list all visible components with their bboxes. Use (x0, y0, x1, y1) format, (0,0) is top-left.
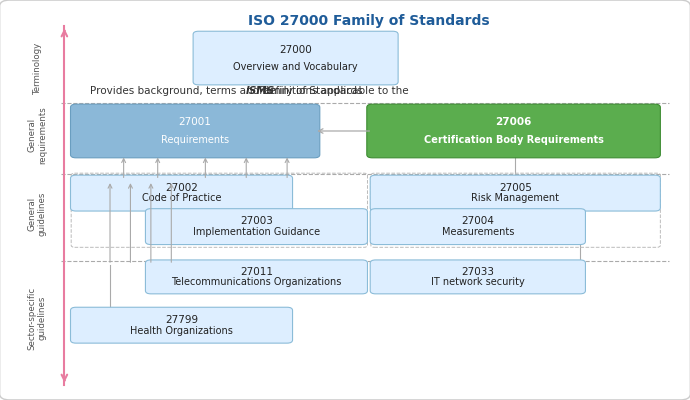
Text: Requirements: Requirements (161, 134, 229, 144)
Text: Code of Practice: Code of Practice (141, 194, 221, 204)
Text: Terminology: Terminology (32, 42, 41, 94)
Text: Overview and Vocabulary: Overview and Vocabulary (233, 62, 358, 72)
Text: Family of Standards: Family of Standards (255, 86, 362, 96)
Text: Provides background, terms and definitions applicable to the: Provides background, terms and definitio… (90, 86, 411, 96)
FancyBboxPatch shape (371, 175, 660, 211)
FancyBboxPatch shape (70, 104, 319, 158)
Text: 27004: 27004 (462, 216, 494, 226)
FancyBboxPatch shape (146, 209, 368, 244)
Text: Certification Body Requirements: Certification Body Requirements (424, 134, 604, 144)
Text: Implementation Guidance: Implementation Guidance (193, 227, 320, 237)
Text: 27000: 27000 (279, 44, 312, 54)
Text: ISMS: ISMS (246, 86, 275, 96)
Text: 27002: 27002 (165, 183, 198, 193)
FancyBboxPatch shape (367, 104, 660, 158)
Text: General
requirements: General requirements (28, 106, 47, 164)
FancyBboxPatch shape (193, 31, 398, 85)
Text: Measurements: Measurements (442, 227, 514, 237)
FancyBboxPatch shape (146, 260, 368, 294)
Text: 27799: 27799 (165, 315, 198, 325)
Text: 27011: 27011 (240, 267, 273, 277)
Text: ISO 27000 Family of Standards: ISO 27000 Family of Standards (248, 14, 490, 28)
Text: Telecommunications Organizations: Telecommunications Organizations (171, 277, 342, 287)
Text: Risk Management: Risk Management (471, 194, 560, 204)
Text: 27001: 27001 (179, 118, 212, 128)
Text: 27033: 27033 (462, 267, 494, 277)
Text: Health Organizations: Health Organizations (130, 326, 233, 336)
FancyBboxPatch shape (70, 175, 293, 211)
FancyBboxPatch shape (371, 260, 585, 294)
FancyBboxPatch shape (70, 307, 293, 343)
Text: 27003: 27003 (240, 216, 273, 226)
Text: 27005: 27005 (499, 183, 532, 193)
FancyBboxPatch shape (371, 209, 585, 244)
Text: General
guidelines: General guidelines (28, 192, 47, 236)
Text: Sector-specific
guidelines: Sector-specific guidelines (28, 287, 47, 350)
Text: 27006: 27006 (495, 118, 532, 128)
Text: IT network security: IT network security (431, 277, 524, 287)
